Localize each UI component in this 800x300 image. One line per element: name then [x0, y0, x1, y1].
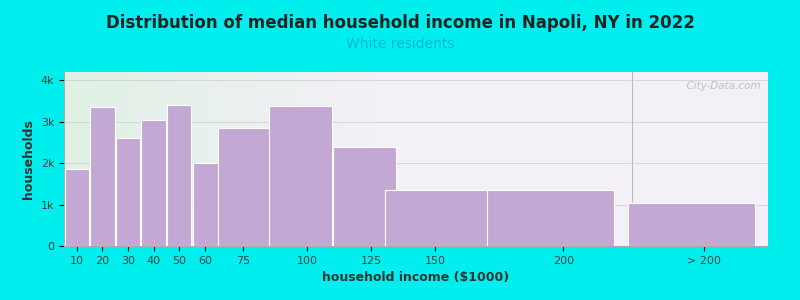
Bar [218, 128, 281, 246]
Bar [487, 190, 614, 246]
Bar [628, 202, 754, 246]
Bar [167, 105, 191, 246]
Bar [334, 147, 396, 246]
Bar [90, 107, 114, 246]
X-axis label: household income ($1000): household income ($1000) [322, 271, 510, 284]
Bar [116, 138, 140, 246]
Text: White residents: White residents [346, 38, 454, 52]
Text: City-Data.com: City-Data.com [680, 81, 761, 91]
Bar [142, 120, 166, 246]
Y-axis label: households: households [22, 119, 35, 199]
Bar [65, 169, 89, 246]
Bar [270, 106, 332, 246]
Bar [193, 163, 230, 246]
Text: Distribution of median household income in Napoli, NY in 2022: Distribution of median household income … [106, 14, 694, 32]
Bar [385, 190, 511, 246]
